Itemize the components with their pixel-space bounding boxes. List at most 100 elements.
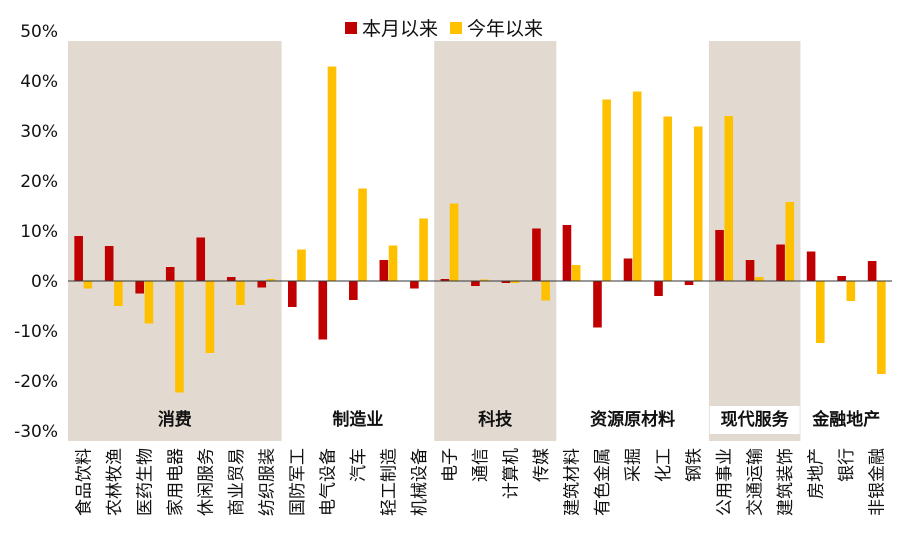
category-label: 非银金融 <box>868 448 888 516</box>
bar-ytd-7 <box>297 249 306 281</box>
bar-ytd-19 <box>663 116 673 281</box>
bar-ytd-11 <box>419 218 428 281</box>
bar-ytd-20 <box>693 126 703 281</box>
bar-mtd-21 <box>715 230 724 281</box>
y-tick-label: 30% <box>20 122 58 142</box>
y-tick-label: -20% <box>14 372 58 392</box>
category-label: 电气设备 <box>318 448 338 516</box>
category-label: 建筑材料 <box>563 448 583 516</box>
category-label: 通信 <box>471 448 491 482</box>
category-label: 银行 <box>837 448 857 482</box>
category-label: 机械设备 <box>410 448 430 516</box>
bar-ytd-0 <box>83 281 93 289</box>
bar-ytd-22 <box>754 277 764 281</box>
bar-mtd-7 <box>287 281 297 307</box>
bar-ytd-23 <box>785 202 795 281</box>
bar-mtd-18 <box>623 258 633 281</box>
y-tick-label: -30% <box>14 422 58 442</box>
bar-ytd-12 <box>449 203 459 281</box>
bar-mtd-20 <box>684 281 694 285</box>
bar-mtd-2 <box>135 281 144 294</box>
bar-mtd-8 <box>318 281 328 340</box>
bar-ytd-21 <box>724 116 734 281</box>
bar-mtd-25 <box>837 276 846 281</box>
category-label: 化工 <box>654 448 674 482</box>
bar-mtd-17 <box>593 281 602 328</box>
bar-ytd-2 <box>144 281 154 324</box>
y-tick-label: -10% <box>14 322 58 342</box>
y-tick-label: 20% <box>20 172 58 192</box>
bar-ytd-5 <box>236 281 245 305</box>
bar-mtd-15 <box>532 228 541 281</box>
category-label: 房地产 <box>807 448 827 499</box>
category-label: 农林牧渔 <box>105 448 125 516</box>
bar-ytd-3 <box>175 281 184 393</box>
bar-mtd-4 <box>196 237 206 281</box>
bar-ytd-17 <box>602 99 611 281</box>
y-tick-label: 40% <box>20 72 58 92</box>
bar-ytd-10 <box>388 245 398 281</box>
group-label-3: 资源原材料 <box>590 409 675 430</box>
category-label: 纺织服装 <box>257 448 277 516</box>
legend-swatch-mtd <box>345 21 357 34</box>
legend-label-ytd: 今年以来 <box>467 18 544 40</box>
bar-mtd-26 <box>867 261 877 281</box>
group-label-2: 科技 <box>478 409 513 430</box>
category-label: 建筑装饰 <box>776 448 796 516</box>
bar-ytd-24 <box>816 281 825 343</box>
group-label-5: 金融地产 <box>811 409 880 430</box>
y-tick-label: 50% <box>20 22 58 42</box>
category-label: 医药生物 <box>135 448 155 516</box>
bar-mtd-11 <box>410 281 419 289</box>
chart-legend: 本月以来 今年以来 <box>345 14 555 41</box>
group-label-1: 制造业 <box>332 409 383 430</box>
category-label: 国防军工 <box>288 448 308 516</box>
bar-mtd-5 <box>226 277 236 281</box>
bar-mtd-14 <box>501 281 511 283</box>
group-label-0: 消费 <box>158 409 192 430</box>
category-label: 汽车 <box>349 448 369 482</box>
bar-ytd-14 <box>510 281 520 283</box>
legend-swatch-ytd <box>450 21 463 34</box>
bar-mtd-3 <box>165 267 175 281</box>
bar-ytd-16 <box>571 265 581 281</box>
bar-mtd-16 <box>562 225 572 281</box>
bar-ytd-25 <box>846 281 856 301</box>
bar-ytd-26 <box>877 281 886 374</box>
category-label: 轻工制造 <box>379 448 399 516</box>
bar-mtd-9 <box>349 281 358 300</box>
category-label: 钢铁 <box>685 448 705 482</box>
bar-mtd-6 <box>257 281 267 288</box>
group-label-bg-5 <box>801 406 892 434</box>
category-label: 休闲服务 <box>196 448 216 516</box>
bar-mtd-13 <box>471 281 480 286</box>
bar-ytd-6 <box>266 279 276 281</box>
bar-mtd-10 <box>379 260 389 281</box>
bar-ytd-4 <box>205 281 215 353</box>
category-label: 食品饮料 <box>74 448 94 516</box>
group-shade-0 <box>68 41 282 441</box>
bar-ytd-15 <box>541 281 550 301</box>
bar-ytd-18 <box>632 91 642 281</box>
category-label: 交通运输 <box>746 448 766 516</box>
bar-mtd-19 <box>654 281 663 296</box>
bar-ytd-13 <box>480 279 489 281</box>
y-tick-label: 0% <box>31 272 58 292</box>
group-label-bg-4 <box>709 406 800 434</box>
bar-mtd-12 <box>440 279 450 281</box>
bar-mtd-24 <box>806 251 816 281</box>
category-label: 传媒 <box>532 448 552 482</box>
category-label: 采掘 <box>624 448 644 482</box>
bar-mtd-0 <box>74 236 83 281</box>
group-shade-4 <box>708 41 801 441</box>
category-label: 计算机 <box>502 448 522 499</box>
bar-mtd-23 <box>776 244 785 281</box>
category-label: 有色金属 <box>593 448 613 516</box>
bar-mtd-22 <box>745 260 755 281</box>
bar-ytd-9 <box>358 188 367 281</box>
category-label: 公用事业 <box>715 448 735 516</box>
bar-ytd-1 <box>114 281 123 306</box>
bar-ytd-8 <box>327 66 337 281</box>
category-label: 电子 <box>440 448 460 482</box>
